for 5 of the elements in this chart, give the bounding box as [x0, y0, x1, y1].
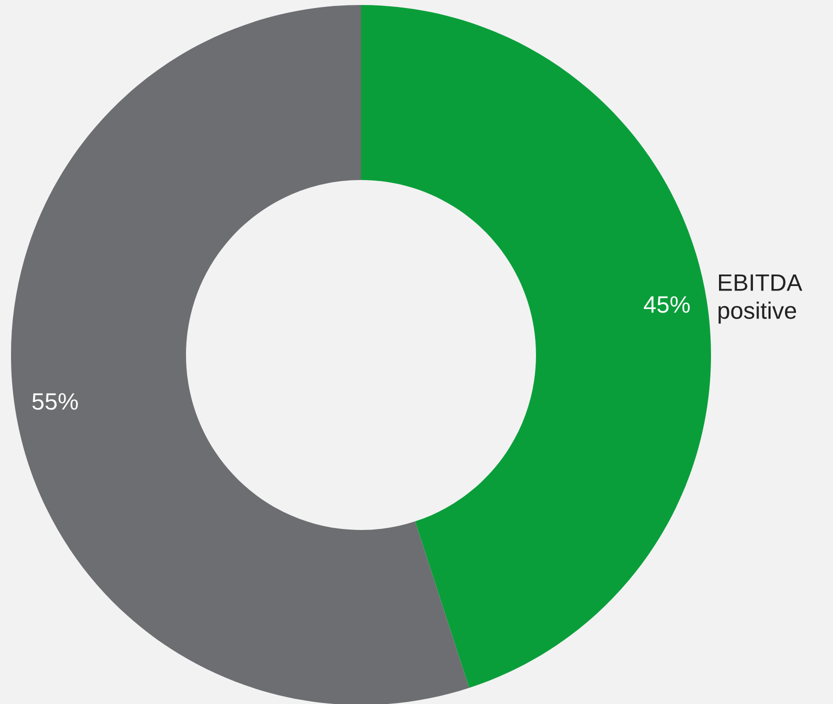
data-label: 45%: [644, 296, 690, 313]
slice-label: EBITDA positive: [718, 274, 802, 324]
data-label: 55%: [32, 393, 78, 410]
donut-slice: [11, 5, 470, 704]
donut-slice: [361, 5, 711, 688]
